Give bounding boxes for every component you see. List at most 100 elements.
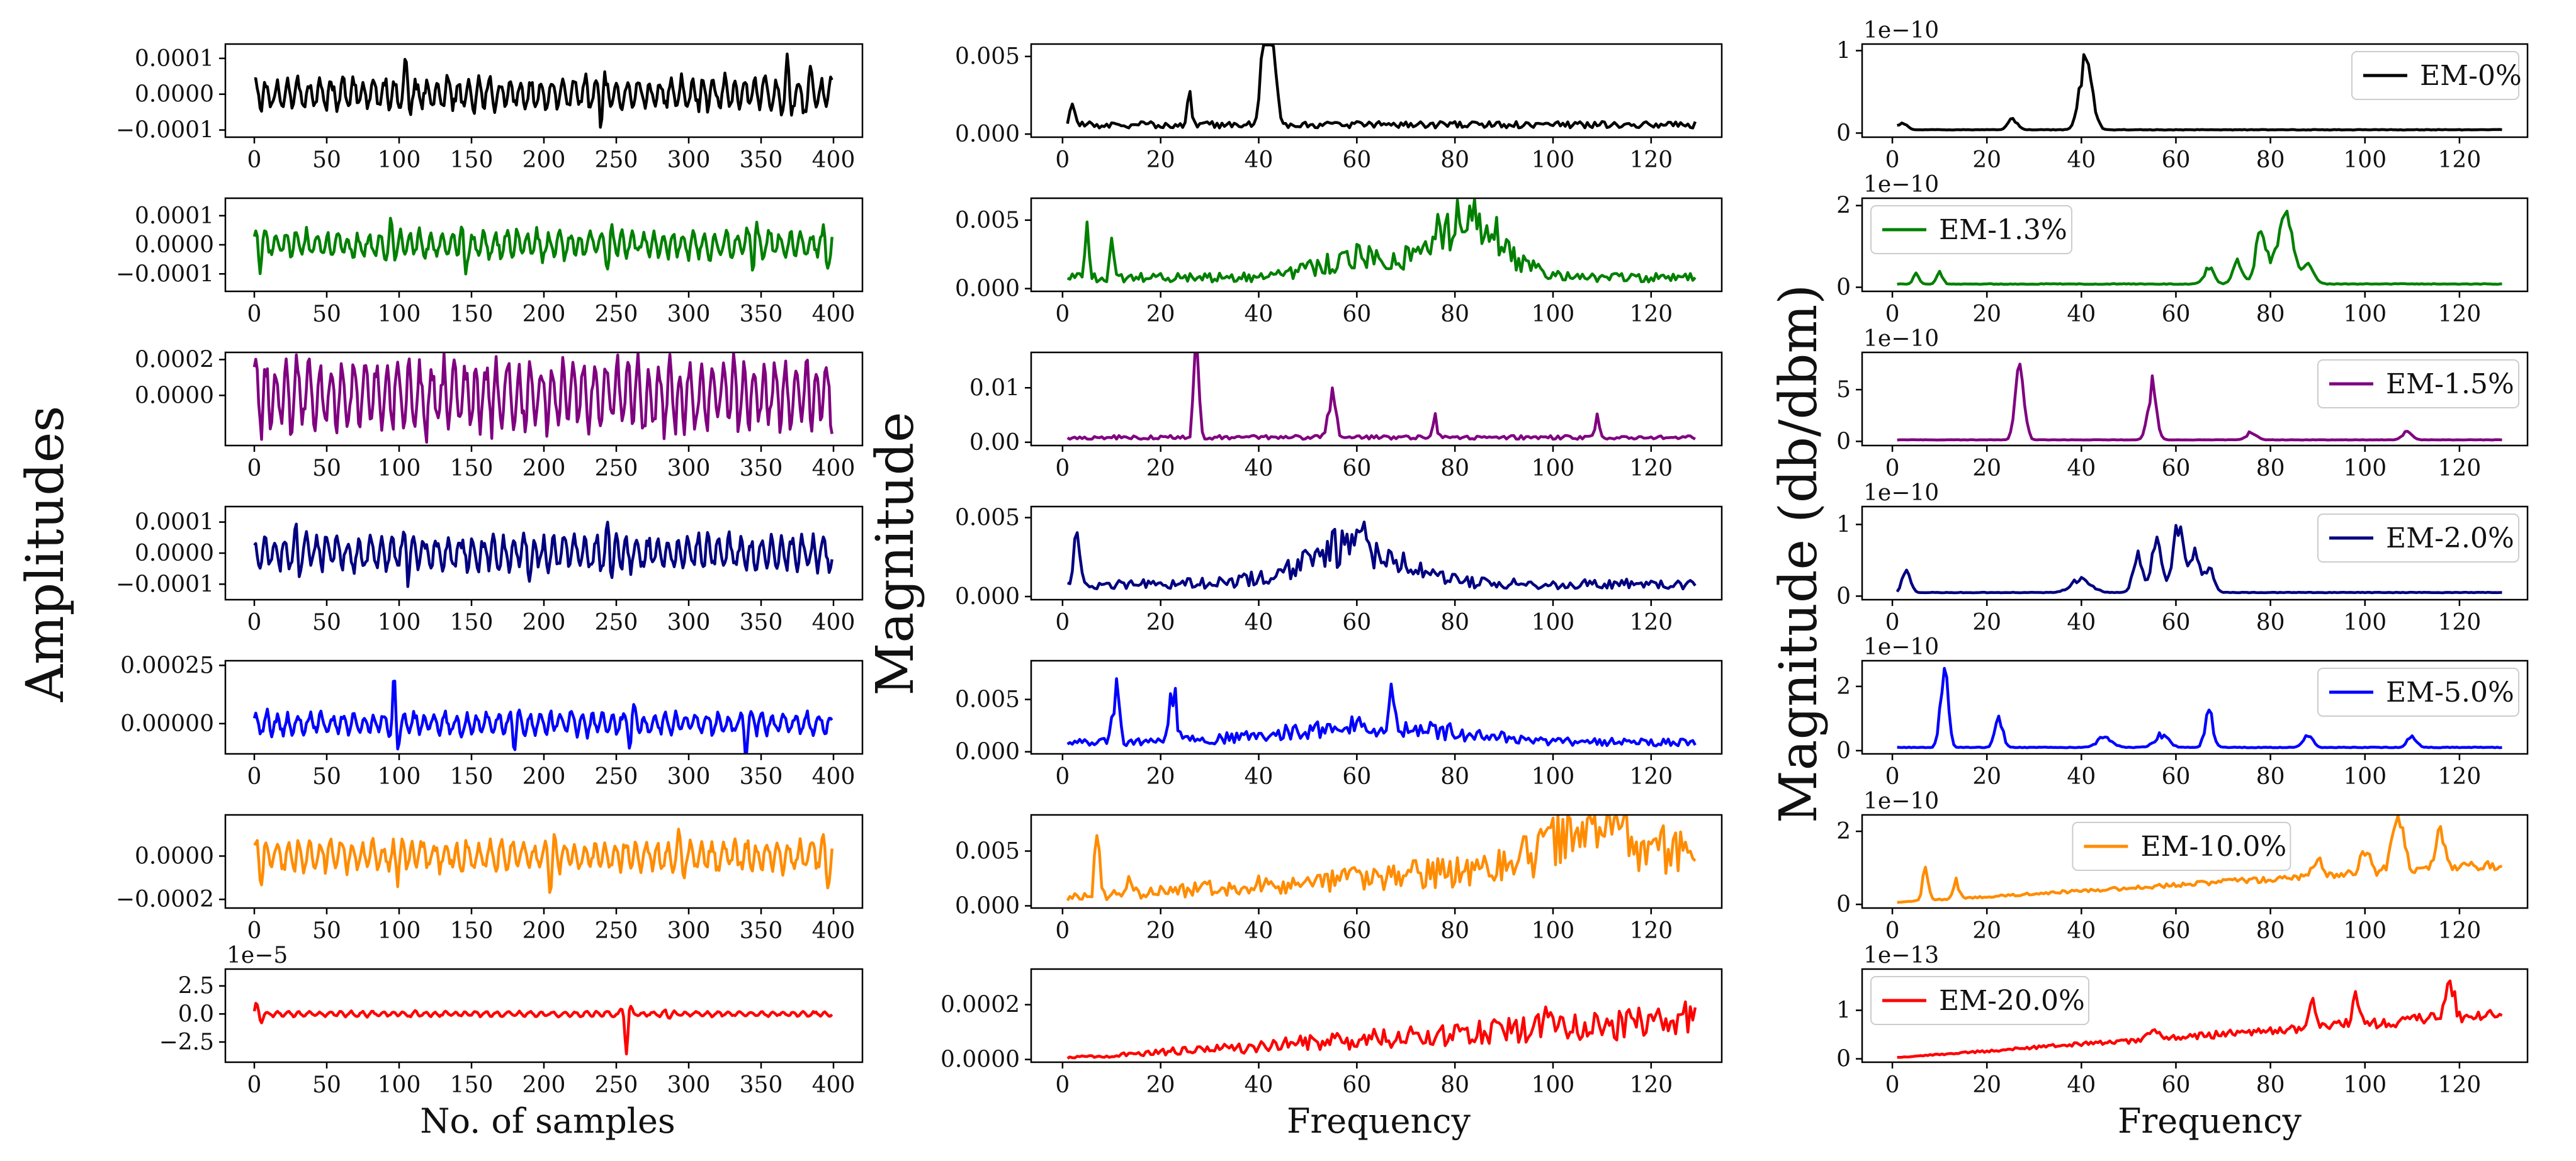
legend: EM-5.0% xyxy=(2317,668,2519,717)
x-tick-label: 40 xyxy=(2067,764,2096,790)
x-tick-label: 120 xyxy=(1629,147,1673,173)
x-tick-label: 400 xyxy=(812,1072,856,1098)
series-line-em-1-5- xyxy=(1897,362,2502,442)
x-tick-label: 60 xyxy=(1342,610,1371,636)
y-tick-label: 0 xyxy=(1836,275,1851,301)
x-tick-label: 80 xyxy=(2256,610,2285,636)
x-tick-label: 100 xyxy=(378,764,421,790)
x-tick-label: 150 xyxy=(450,301,494,327)
legend: EM-20.0% xyxy=(1870,976,2089,1025)
y-tick-label: 0.0000 xyxy=(135,82,214,108)
x-tick-label: 0 xyxy=(1885,764,1900,790)
series-line-em-10-0- xyxy=(1066,815,1697,902)
y-tick-label: 0.000 xyxy=(955,739,1020,765)
x-tick-label: 20 xyxy=(1146,301,1175,327)
y-tick-label: 0.005 xyxy=(955,208,1020,233)
x-tick-label: 60 xyxy=(2162,918,2191,944)
axes-frame xyxy=(1861,197,2529,293)
x-tick-label: 120 xyxy=(1629,301,1673,327)
y-tick-label: 0 xyxy=(1836,429,1851,454)
x-tick-label: 0 xyxy=(1885,610,1900,636)
y-tick-label: 0 xyxy=(1836,583,1851,609)
panel-r4-c1: 0 50 100 150 200 250 300 350 400 0.0001 0.0000 −0.0… xyxy=(116,505,864,636)
y-tick-label: 0.005 xyxy=(955,44,1020,70)
x-tick-label: 350 xyxy=(740,1072,783,1098)
axes-frame xyxy=(1861,659,2529,755)
x-tick-label: 80 xyxy=(2256,764,2285,790)
x-tick-label: 20 xyxy=(1972,456,2001,481)
panel-r4-c3: 0 20 40 60 80 100 120 1 0 1e−10 EM-2.0% xyxy=(1836,480,2529,636)
x-tick-label: 100 xyxy=(1532,456,1575,481)
x-tick-label: 20 xyxy=(1972,764,2001,790)
x-tick-label: 60 xyxy=(1342,918,1371,944)
x-tick-label: 80 xyxy=(1440,918,1469,944)
y-tick-label: 1 xyxy=(1836,38,1851,64)
y-tick-label: 0.005 xyxy=(955,687,1020,713)
x-tick-label: 0 xyxy=(1055,1072,1070,1098)
x-tick-label: 60 xyxy=(1342,1072,1371,1098)
x-tick-label: 50 xyxy=(312,918,341,944)
y-tick-label: 0.00025 xyxy=(120,653,214,678)
x-tick-label: 300 xyxy=(667,301,711,327)
panel-r3-c3: 0 20 40 60 80 100 120 5 0 1e−10 EM-1.5% xyxy=(1836,326,2529,481)
x-tick-label: 100 xyxy=(2343,918,2387,944)
axes-frame xyxy=(1861,43,2529,138)
series-line-em-10-0- xyxy=(1897,815,2502,904)
x-tick-label: 0 xyxy=(1885,147,1900,173)
legend-box xyxy=(2317,359,2519,408)
x-tick-label: 40 xyxy=(1245,301,1274,327)
x-tick-label: 100 xyxy=(378,301,421,327)
x-tick-label: 20 xyxy=(1972,918,2001,944)
series-line-em-5-0- xyxy=(252,680,833,754)
x-tick-label: 150 xyxy=(450,764,494,790)
x-tick-label: 60 xyxy=(2162,456,2191,481)
x-tick-label: 0 xyxy=(1885,456,1900,481)
y-tick-label: 0 xyxy=(1836,892,1851,917)
series-line-em-1-5- xyxy=(1066,352,1696,441)
x-tick-label: 0 xyxy=(1885,1072,1900,1098)
x-tick-label: 120 xyxy=(1629,918,1673,944)
col3-xlabel: Frequency xyxy=(2118,1101,2302,1141)
x-tick-label: 350 xyxy=(740,301,783,327)
x-tick-label: 40 xyxy=(2067,301,2096,327)
x-tick-label: 20 xyxy=(1146,918,1175,944)
x-tick-label: 150 xyxy=(450,610,494,636)
x-tick-label: 80 xyxy=(2256,147,2285,173)
x-tick-label: 150 xyxy=(450,918,494,944)
series-line-em-1-3- xyxy=(1897,210,2502,286)
axes-frame xyxy=(224,659,864,755)
legend-label: EM-0% xyxy=(2420,60,2522,92)
y-tick-label: 0.0002 xyxy=(941,992,1020,1018)
x-tick-label: 200 xyxy=(523,1072,566,1098)
x-tick-label: 20 xyxy=(1146,610,1175,636)
series-line-em-0- xyxy=(254,52,833,129)
legend: EM-1.3% xyxy=(1870,205,2072,254)
y-tick-label: 2 xyxy=(1836,193,1851,219)
x-tick-label: 200 xyxy=(523,918,566,944)
x-tick-label: 100 xyxy=(1532,610,1575,636)
x-tick-label: 0 xyxy=(1055,610,1070,636)
x-tick-label: 100 xyxy=(1532,764,1575,790)
x-tick-label: 350 xyxy=(740,764,783,790)
panel-r7-c1: 0 50 100 150 200 250 300 350 400 2.50.0−2.5 1e−5 xyxy=(159,943,864,1098)
x-tick-label: 200 xyxy=(523,764,566,790)
axes-frame xyxy=(1861,968,2529,1063)
x-tick-label: 20 xyxy=(1146,764,1175,790)
x-tick-label: 0 xyxy=(1055,918,1070,944)
x-tick-label: 120 xyxy=(2438,610,2482,636)
x-tick-label: 0 xyxy=(247,918,262,944)
col2-xlabel: Frequency xyxy=(1287,1101,1471,1141)
x-tick-label: 400 xyxy=(812,301,856,327)
x-tick-label: 350 xyxy=(740,456,783,481)
panel-r4-c2: 0 20 40 60 80 100 120 0.005 0.000 xyxy=(955,505,1723,636)
x-tick-label: 40 xyxy=(1245,147,1274,173)
y-tick-label: −2.5 xyxy=(159,1029,214,1055)
x-tick-label: 20 xyxy=(1146,1072,1175,1098)
x-tick-label: 200 xyxy=(523,301,566,327)
x-tick-label: 60 xyxy=(1342,456,1371,481)
axes-frame xyxy=(1030,814,1723,909)
x-tick-label: 400 xyxy=(812,610,856,636)
x-tick-label: 60 xyxy=(2162,301,2191,327)
series-line-em-20-0- xyxy=(1897,979,2503,1059)
